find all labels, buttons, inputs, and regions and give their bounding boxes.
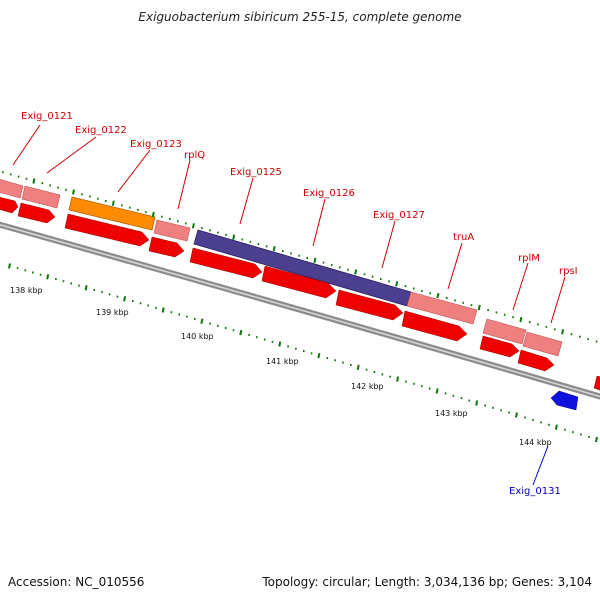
gene-rplq-bar[interactable] [153,219,191,242]
cds-arrow-track [0,196,600,392]
tick-mark [561,329,565,335]
cds-arrow[interactable] [189,247,263,279]
gene-exig-0131-arrow[interactable] [550,390,579,411]
tick-mark [32,178,36,184]
tick-mark [161,307,165,313]
gene-label[interactable]: Exig_0125 [230,167,282,178]
tick-mark [554,424,558,430]
tick-mark [8,263,11,269]
cds-arrow[interactable] [0,196,19,214]
kbp-scale-labels: 138 kbp 139 kbp 140 kbp 141 kbp 142 kbp … [10,286,552,447]
tick-mark [435,388,439,394]
cds-arrow[interactable] [401,310,468,342]
gene-label[interactable]: rplQ [184,150,205,161]
tick-mark [436,292,440,299]
upper-tick-row [2,171,598,343]
gene-exig-0121-bar[interactable] [0,178,24,199]
tick-mark [477,304,481,311]
tick-mark [313,257,317,263]
gene-label[interactable]: rplM [518,253,540,264]
gene-label[interactable]: Exig_0122 [75,125,127,136]
tick-mark [232,234,236,240]
tick-mark [395,281,399,287]
tick-mark [111,200,115,206]
kbp-label: 139 kbp [96,308,129,317]
gene-label[interactable]: rpsI [559,266,578,277]
cds-arrow[interactable] [593,375,600,392]
kbp-label: 141 kbp [266,357,299,366]
tick-mark [272,246,276,252]
tick-mark [84,285,88,291]
tick-mark [519,316,523,323]
gene-rplm-bar[interactable] [482,318,527,345]
accession-text: Accession: NC_010556 [8,575,145,589]
gene-exig-0123-bar[interactable] [68,196,156,231]
map-title: Exiguobacterium sibiricum 255-15, comple… [138,10,462,24]
cds-arrow[interactable] [64,213,150,247]
gene-label[interactable]: Exig_0121 [21,111,73,122]
tick-mark [475,400,479,406]
tick-mark [239,329,243,336]
tick-mark [191,223,195,229]
label-leader-lines [12,124,566,486]
tick-mark [278,341,282,347]
tick-mark [123,296,127,302]
tick-mark [595,436,598,443]
cds-arrow[interactable] [17,202,56,224]
tick-mark [515,412,518,418]
gene-label[interactable]: Exig_0126 [303,188,355,199]
cds-arrow[interactable] [517,349,555,372]
kbp-label: 142 kbp [351,382,384,391]
kbp-label: 144 kbp [519,438,552,447]
tick-mark [396,376,400,382]
cds-arrow[interactable] [148,236,185,258]
gene-exig-0122-bar[interactable] [21,185,61,209]
genome-summary-text: Topology: circular; Length: 3,034,136 bp… [262,575,592,589]
tick-mark [200,318,204,324]
gene-label[interactable]: Exig_0123 [130,139,182,150]
cds-arrow[interactable] [335,289,404,321]
kbp-label: 138 kbp [10,286,43,295]
gene-rpsi-bar[interactable] [522,331,563,357]
gene-labels: Exig_0121 Exig_0122 Exig_0123 rplQ Exig_… [21,111,578,497]
gene-feature-track [0,178,563,357]
cds-arrow[interactable] [479,335,520,358]
tick-mark [46,274,50,280]
cds-arrow[interactable] [261,265,337,299]
gene-label[interactable]: Exig_0127 [373,210,425,221]
tick-mark [72,189,75,195]
gene-label[interactable]: truA [453,232,474,243]
kbp-label: 143 kbp [435,409,468,418]
tick-mark [317,352,321,359]
tick-mark [354,269,358,275]
kbp-label: 140 kbp [181,332,214,341]
lower-tick-row [8,263,598,443]
gene-label[interactable]: Exig_0131 [509,486,561,497]
tick-mark [151,211,155,218]
gene-trua-bar[interactable] [406,291,478,325]
tick-mark [356,364,360,370]
